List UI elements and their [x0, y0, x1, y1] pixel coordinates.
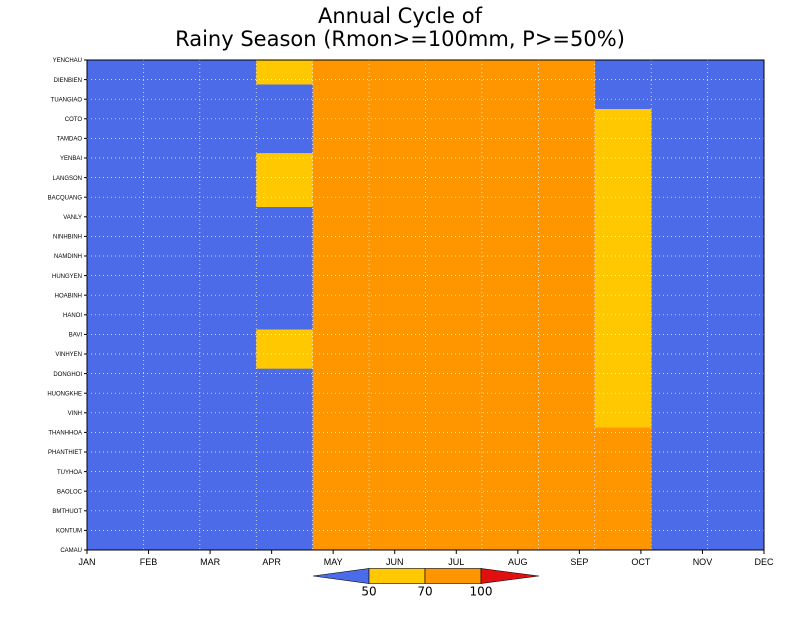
station-label-phanthiet: PHANTHIET	[48, 450, 82, 456]
heatmap-cell-jul-0	[425, 60, 483, 550]
colorbar-segment-high	[424, 568, 482, 584]
station-label-coto: COTO	[65, 117, 83, 123]
month-label-apr: APR	[262, 557, 281, 567]
month-label-oct: OCT	[631, 557, 651, 567]
station-label-tamdao: TAMDAO	[57, 137, 83, 143]
station-label-bavi: BAVI	[69, 333, 83, 339]
station-labels: YENCHAU DIENBIEN TUANGIAO COTO TAMDAO YENBAI L…	[47, 58, 87, 554]
month-label-jul: JUL	[448, 557, 464, 567]
heatmap-cell-oct-2	[594, 231, 652, 428]
month-label-aug: AUG	[508, 557, 528, 567]
station-label-baoloc: BAOLOC	[57, 489, 83, 495]
colorbar-label-50: 50	[361, 585, 376, 599]
chart-title: Annual Cycle of	[318, 4, 483, 28]
month-label-jun: JUN	[386, 557, 404, 567]
grid-lines	[87, 60, 764, 550]
station-label-donghoi: DONGHOI	[53, 372, 82, 378]
station-label-yenchau: YENCHAU	[53, 58, 82, 64]
colorbar: 50 70 100	[312, 568, 540, 599]
station-label-hanoi: HANOI	[63, 313, 82, 319]
month-label-dec: DEC	[754, 557, 774, 567]
month-label-jan: JAN	[78, 557, 95, 567]
station-label-ninhbinh: NINHBINH	[53, 235, 82, 241]
station-label-hoabinh: HOABINH	[55, 293, 82, 299]
heatmap-cell-aug-0	[481, 60, 539, 550]
station-label-vinhyen: VINHYEN	[55, 352, 82, 358]
station-label-vinh: VINH	[68, 411, 82, 417]
heatmap-cell-may-0	[312, 60, 370, 550]
heatmap-cell-oct-3	[594, 427, 652, 550]
station-label-huongkhe: HUONGKHE	[47, 391, 82, 397]
heatmap-cell-oct-1	[594, 109, 652, 232]
month-labels: JAN FEB MAR APR MAY JUN JUL AUG SEP OCT NOV DEC	[78, 550, 774, 567]
station-label-dienbien: DIENBIEN	[54, 78, 82, 84]
colorbar-label-100: 100	[470, 585, 493, 599]
colorbar-segment-low	[312, 568, 370, 584]
heatmap-cell-apr-0	[256, 60, 313, 85]
station-label-vanly: VANLY	[63, 215, 82, 221]
colorbar-segment-mid	[368, 568, 426, 584]
station-label-tuyhoa: TUYHOA	[57, 470, 82, 476]
month-label-feb: FEB	[140, 557, 158, 567]
station-label-tuangiao: TUANGIAO	[51, 97, 83, 103]
station-label-thanhhoa: THANHHOA	[48, 431, 82, 437]
month-label-may: MAY	[324, 557, 343, 567]
month-label-mar: MAR	[200, 557, 221, 567]
colorbar-label-70: 70	[417, 585, 432, 599]
station-label-kontum: KONTUM	[56, 529, 82, 535]
heatmap-cell-apr-2	[256, 153, 313, 207]
chart-subtitle: Rainy Season (Rmon>=100mm, P>=50%)	[175, 27, 625, 51]
station-label-hungyen: HUNGYEN	[52, 274, 82, 280]
month-label-nov: NOV	[693, 557, 713, 567]
colorbar-segment-max	[480, 568, 540, 584]
station-label-bmthuot: BMTHUOT	[52, 509, 82, 515]
station-label-yenbai: YENBAI	[60, 156, 82, 162]
plot-frame	[86, 59, 765, 551]
station-label-langson: LANGSON	[53, 176, 82, 182]
station-label-namdinh: NAMDINH	[54, 254, 82, 260]
station-label-bacquang: BACQUANG	[48, 195, 83, 201]
station-label-camau: CAMAU	[60, 548, 82, 554]
heatmap-cell-sep-0	[538, 60, 596, 550]
heatmap-cell-apr-4	[256, 329, 313, 369]
month-label-sep: SEP	[570, 557, 588, 567]
heatmap-cell-jun-0	[369, 60, 426, 550]
